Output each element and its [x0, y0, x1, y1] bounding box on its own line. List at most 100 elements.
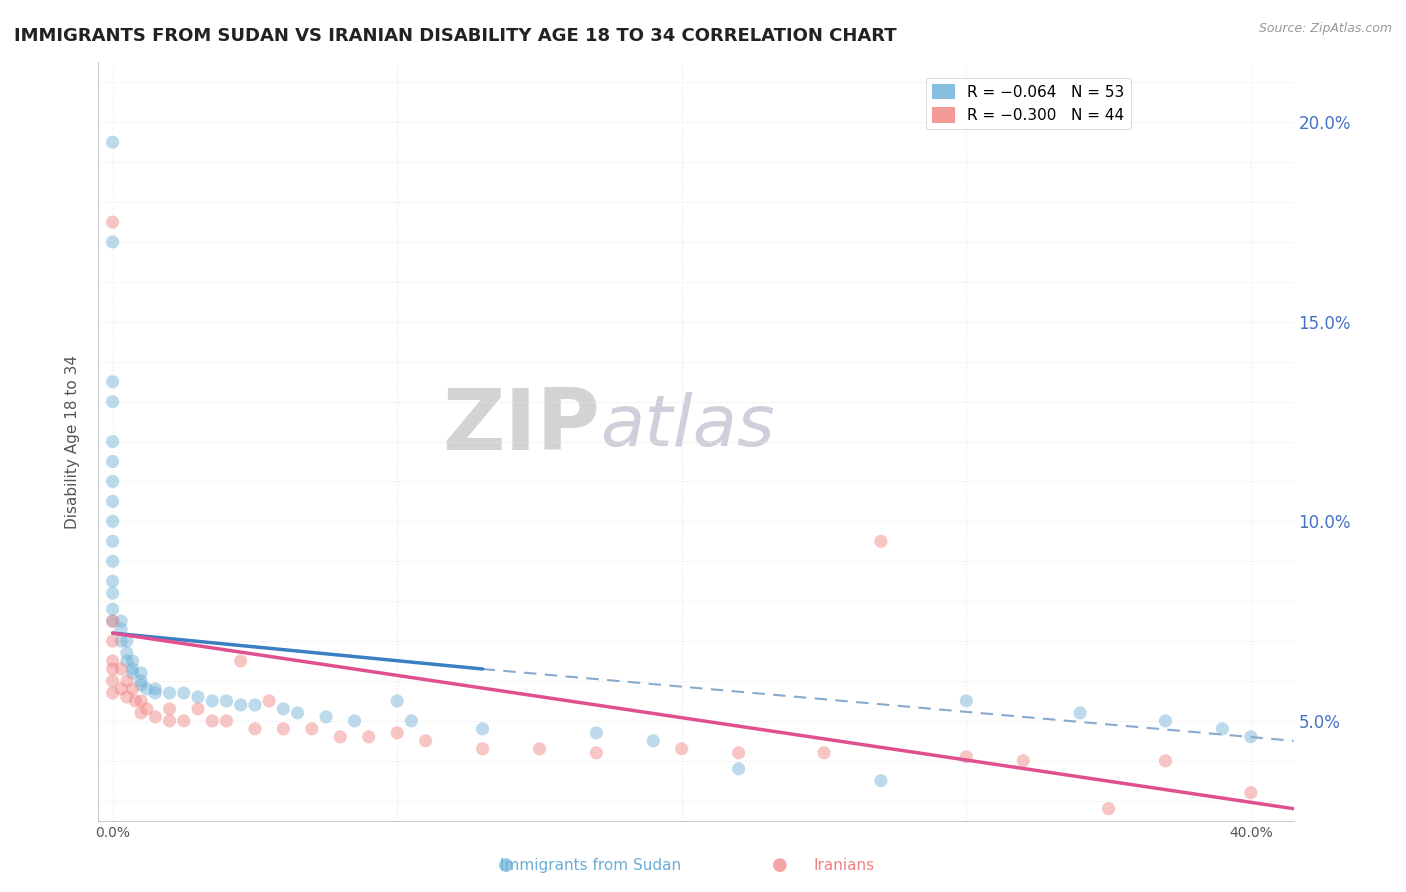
Point — [385, 726, 409, 740]
Point — [401, 714, 423, 728]
Point — [129, 665, 152, 680]
Point — [243, 722, 266, 736]
Text: Immigrants from Sudan: Immigrants from Sudan — [501, 858, 681, 872]
Point — [110, 634, 132, 648]
Point — [121, 662, 143, 676]
Point — [415, 734, 437, 748]
Point — [1240, 730, 1263, 744]
Point — [101, 654, 124, 668]
Point — [115, 646, 138, 660]
Point — [955, 694, 977, 708]
Legend: R = −0.064   N = 53, R = −0.300   N = 44: R = −0.064 N = 53, R = −0.300 N = 44 — [927, 78, 1130, 129]
Point — [110, 614, 132, 628]
Point — [135, 702, 157, 716]
Point — [215, 694, 238, 708]
Point — [529, 741, 551, 756]
Point — [101, 394, 124, 409]
Point — [315, 710, 337, 724]
Point — [101, 586, 124, 600]
Point — [129, 694, 152, 708]
Point — [329, 730, 352, 744]
Point — [135, 681, 157, 696]
Point — [215, 714, 238, 728]
Point — [115, 690, 138, 704]
Point — [101, 514, 124, 528]
Text: ●: ● — [772, 856, 789, 874]
Point — [955, 749, 977, 764]
Point — [110, 681, 132, 696]
Point — [110, 662, 132, 676]
Point — [101, 534, 124, 549]
Point — [101, 434, 124, 449]
Point — [173, 686, 195, 700]
Point — [101, 494, 124, 508]
Point — [101, 235, 124, 249]
Point — [143, 681, 166, 696]
Point — [585, 726, 607, 740]
Point — [243, 698, 266, 712]
Point — [273, 722, 295, 736]
Point — [159, 686, 181, 700]
Point — [1154, 754, 1177, 768]
Point — [143, 686, 166, 700]
Point — [1154, 714, 1177, 728]
Point — [273, 702, 295, 716]
Text: Iranians: Iranians — [813, 858, 875, 872]
Point — [357, 730, 380, 744]
Point — [101, 475, 124, 489]
Point — [1240, 786, 1263, 800]
Point — [121, 654, 143, 668]
Text: IMMIGRANTS FROM SUDAN VS IRANIAN DISABILITY AGE 18 TO 34 CORRELATION CHART: IMMIGRANTS FROM SUDAN VS IRANIAN DISABIL… — [14, 27, 897, 45]
Point — [727, 762, 749, 776]
Point — [129, 678, 152, 692]
Point — [115, 654, 138, 668]
Point — [101, 602, 124, 616]
Point — [201, 694, 224, 708]
Point — [1069, 706, 1091, 720]
Point — [101, 614, 124, 628]
Point — [471, 722, 494, 736]
Point — [727, 746, 749, 760]
Point — [121, 665, 143, 680]
Point — [343, 714, 366, 728]
Point — [187, 702, 209, 716]
Text: atlas: atlas — [600, 392, 775, 461]
Point — [101, 614, 124, 628]
Y-axis label: Disability Age 18 to 34: Disability Age 18 to 34 — [65, 354, 80, 529]
Point — [585, 746, 607, 760]
Point — [229, 698, 252, 712]
Point — [643, 734, 665, 748]
Point — [301, 722, 323, 736]
Point — [870, 773, 893, 788]
Point — [1012, 754, 1035, 768]
Point — [671, 741, 693, 756]
Point — [159, 702, 181, 716]
Point — [101, 634, 124, 648]
Point — [129, 706, 152, 720]
Point — [129, 673, 152, 688]
Point — [110, 622, 132, 636]
Point — [173, 714, 195, 728]
Point — [101, 686, 124, 700]
Point — [471, 741, 494, 756]
Point — [287, 706, 309, 720]
Point — [115, 634, 138, 648]
Point — [1211, 722, 1233, 736]
Point — [101, 673, 124, 688]
Point — [101, 554, 124, 568]
Text: ZIP: ZIP — [443, 384, 600, 468]
Point — [870, 534, 893, 549]
Point — [115, 673, 138, 688]
Point — [101, 662, 124, 676]
Point — [101, 215, 124, 229]
Point — [257, 694, 280, 708]
Point — [201, 714, 224, 728]
Text: Source: ZipAtlas.com: Source: ZipAtlas.com — [1258, 22, 1392, 36]
Text: ●: ● — [498, 856, 515, 874]
Point — [159, 714, 181, 728]
Point — [1097, 802, 1119, 816]
Point — [229, 654, 252, 668]
Point — [101, 454, 124, 468]
Point — [101, 135, 124, 149]
Point — [187, 690, 209, 704]
